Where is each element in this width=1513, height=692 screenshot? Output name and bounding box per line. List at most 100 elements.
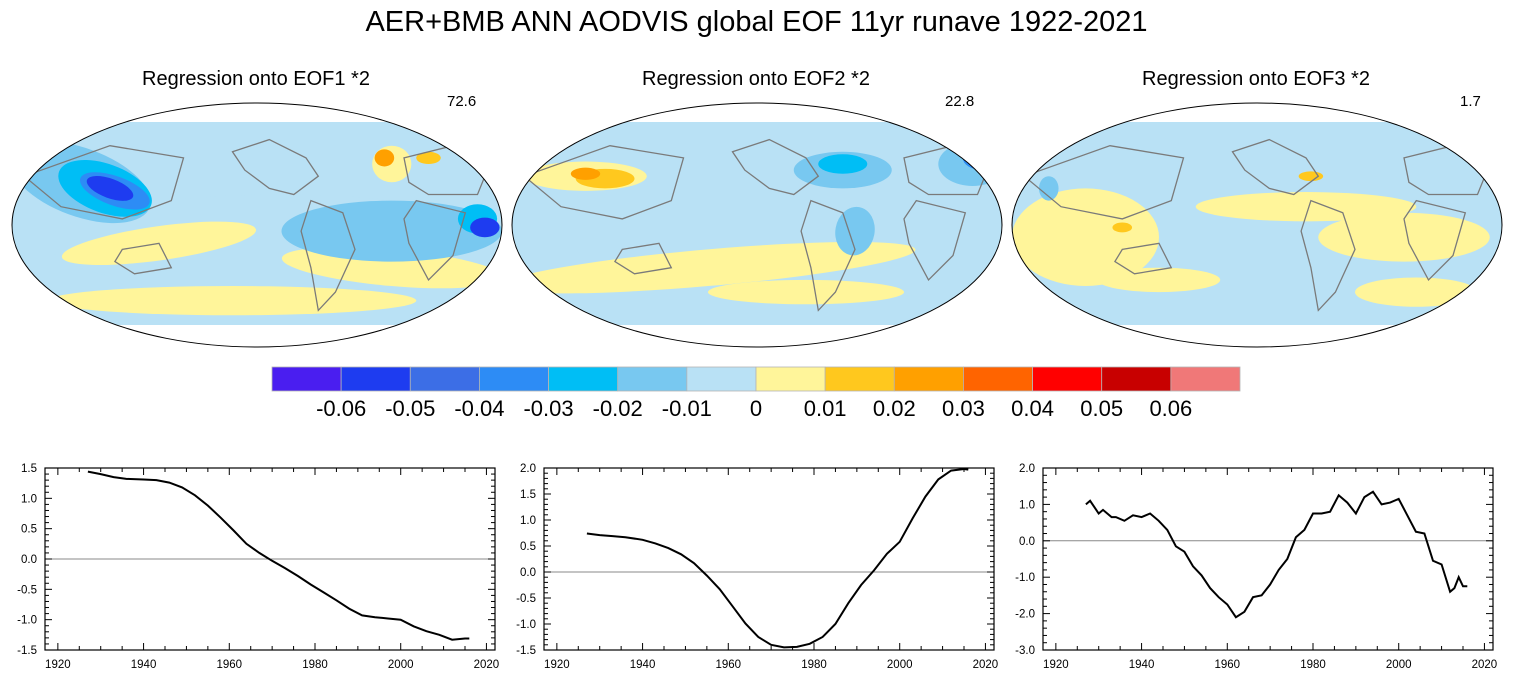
chart-frame xyxy=(543,467,995,651)
map-contour-region xyxy=(1195,192,1417,222)
map-eof1 xyxy=(12,103,502,347)
map-coastline xyxy=(403,199,467,281)
map-contour-region xyxy=(512,241,916,294)
map-contour-region xyxy=(570,167,601,180)
x-tick-label: 1980 xyxy=(801,659,827,671)
colorbar-swatch xyxy=(824,366,895,392)
map-contour-region xyxy=(1298,171,1324,182)
map-coastline xyxy=(23,145,185,220)
map-coastline xyxy=(300,199,356,312)
x-tick-label: 2020 xyxy=(1472,659,1498,671)
colorbar-label: -0.01 xyxy=(662,396,712,421)
chart-pc3: 1920 1940 1960 1980 2000 2020 2.0 1.0 0.0 -1.0 -2.… xyxy=(1015,463,1497,671)
map-contour-region xyxy=(977,150,1002,166)
y-tick-label: 1.0 xyxy=(1019,499,1035,511)
colorbar-label: -0.04 xyxy=(454,396,504,421)
y-tick-label: -0.5 xyxy=(516,593,536,605)
map-contour-region xyxy=(818,154,868,174)
x-tick-label: 1960 xyxy=(1214,659,1240,671)
y-tick-label: 1.0 xyxy=(520,515,536,527)
series-line xyxy=(1085,490,1468,619)
x-tick-label: 1920 xyxy=(544,659,570,671)
map-eof2 xyxy=(512,103,1002,347)
colorbar-swatch xyxy=(340,366,411,392)
y-tick-label: 0.0 xyxy=(21,554,37,566)
colorbar-swatch xyxy=(1170,366,1241,392)
main-title: AER+BMB ANN AODVIS global EOF 11yr runav… xyxy=(365,6,1148,38)
x-tick-label: 2020 xyxy=(474,659,500,671)
map-percent-eof3: 1.7 xyxy=(1460,93,1481,110)
map-polar-cap-south xyxy=(1012,325,1502,347)
y-tick-label: -1.5 xyxy=(17,645,37,657)
y-tick-label: -2.0 xyxy=(1015,609,1035,621)
map-coastline xyxy=(1023,145,1185,220)
colorbar-swatch xyxy=(686,366,757,392)
colorbar-swatch xyxy=(409,366,480,392)
x-tick-label: 1960 xyxy=(216,659,242,671)
colorbar-swatch xyxy=(1032,366,1103,392)
map-border xyxy=(1011,102,1503,348)
x-tick-label: 2020 xyxy=(973,659,999,671)
y-tick-label: 1.5 xyxy=(21,463,37,475)
y-tick-label: -0.5 xyxy=(17,584,37,596)
timeseries-charts: 1920 1940 1960 1980 2000 2020 1.5 1.0 0.5 0.0 -0.5… xyxy=(17,463,1497,671)
map-contour-region xyxy=(1097,267,1221,293)
colorbar-label: -0.06 xyxy=(316,396,366,421)
map-coastline xyxy=(800,199,856,312)
colorbar-swatch xyxy=(893,366,964,392)
chart-frame xyxy=(44,467,496,651)
colorbar-label: -0.05 xyxy=(385,396,435,421)
x-tick-label: 1980 xyxy=(1300,659,1326,671)
chart-pc1: 1920 1940 1960 1980 2000 2020 1.5 1.0 0.5 0.0 -0.5… xyxy=(17,463,499,671)
y-tick-label: -1.0 xyxy=(17,615,37,627)
colorbar-label: -0.02 xyxy=(593,396,643,421)
y-tick-label: 0.0 xyxy=(1019,536,1035,548)
map-border xyxy=(511,102,1003,348)
map-background xyxy=(512,103,1002,347)
map-contour-region xyxy=(1038,176,1059,201)
map-coastline xyxy=(1231,138,1320,196)
y-tick-label: 2.0 xyxy=(520,463,536,475)
map-contour-region xyxy=(374,149,395,167)
colorbar-label: 0.06 xyxy=(1149,396,1192,421)
y-tick-label: 0.5 xyxy=(520,541,536,553)
map-contour-region xyxy=(1012,188,1159,286)
map-contour-region xyxy=(281,200,502,262)
y-tick-label: -1.0 xyxy=(516,619,536,631)
colorbar-label: 0 xyxy=(750,396,762,421)
map-percent-eof1: 72.6 xyxy=(447,93,477,110)
map-contour-region xyxy=(470,217,500,238)
y-tick-label: 2.0 xyxy=(1019,463,1035,475)
map-contour-region xyxy=(962,145,1002,171)
map-polar-cap-north xyxy=(12,103,502,122)
map-polar-cap-south xyxy=(512,325,1002,347)
colorbar-label: 0.01 xyxy=(804,396,847,421)
map-coastline xyxy=(731,138,820,196)
map-title-eof2: Regression onto EOF2 *2 xyxy=(642,68,870,90)
x-tick-label: 2000 xyxy=(887,659,913,671)
map-contour-region xyxy=(416,151,441,164)
colorbar-swatch xyxy=(1101,366,1172,392)
y-tick-label: -3.0 xyxy=(1015,645,1035,657)
colorbar-swatch xyxy=(617,366,688,392)
map-contour-region xyxy=(1318,212,1490,262)
series-line xyxy=(87,470,470,641)
map-coastline xyxy=(1403,199,1467,281)
y-tick-label: -1.0 xyxy=(1015,572,1035,584)
x-tick-label: 1920 xyxy=(45,659,71,671)
chart-frame xyxy=(1042,467,1494,651)
colorbar-label: 0.05 xyxy=(1080,396,1123,421)
map-coastline xyxy=(1114,242,1173,275)
colorbar-swatch xyxy=(479,366,549,392)
y-tick-label: 0.0 xyxy=(520,567,536,579)
x-tick-label: 1940 xyxy=(630,659,656,671)
x-tick-label: 2000 xyxy=(1386,659,1412,671)
colorbar-label: 0.03 xyxy=(942,396,985,421)
colorbar-label: -0.03 xyxy=(523,396,573,421)
colorbar-swatch xyxy=(271,366,342,392)
y-tick-label: 1.0 xyxy=(21,493,37,505)
map-title-eof1: Regression onto EOF1 *2 xyxy=(142,68,370,90)
colorbar-swatch xyxy=(755,366,826,392)
x-tick-label: 1920 xyxy=(1043,659,1069,671)
map-contour-region xyxy=(1112,222,1133,233)
